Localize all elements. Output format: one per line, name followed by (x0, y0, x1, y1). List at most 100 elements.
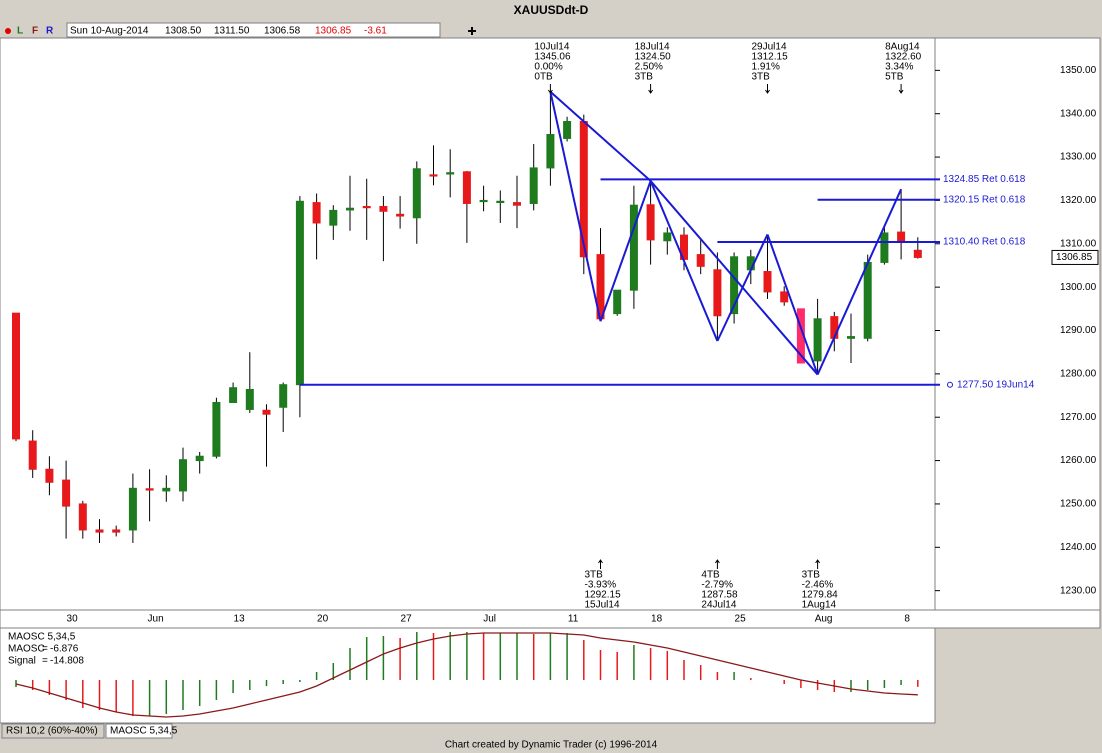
pivot-arrow (598, 559, 603, 569)
quote-date: Sun 10-Aug-2014 (70, 26, 149, 37)
candle-body (847, 336, 855, 339)
legend-value: -14.808 (50, 656, 84, 667)
x-tick-label: 11 (568, 614, 579, 625)
candle-body (763, 271, 772, 293)
legend-value: -6.876 (50, 644, 79, 655)
pattern-line (649, 180, 719, 342)
pivot-annotation: 3TB (802, 570, 821, 581)
pivot-annotation: 15Jul14 (585, 600, 620, 611)
legend-equals: = (42, 656, 48, 667)
legend-equals: = (42, 644, 48, 655)
toolbar-button[interactable]: L (17, 26, 23, 37)
candle-body (913, 249, 922, 258)
pivot-annotation: 1345.06 (534, 52, 571, 63)
pivot-annotation: 10Jul14 (534, 42, 569, 53)
tab-label[interactable]: RSI 10,2 (60%-40%) (6, 726, 98, 737)
pivot-annotation: 3.34% (885, 62, 913, 73)
quote-close: 1306.85 (315, 26, 352, 37)
candle-body (179, 459, 187, 492)
candle-body (279, 384, 288, 408)
y-tick-label: 1350.00 (1060, 65, 1097, 76)
candle-body (346, 207, 354, 211)
candle-body (646, 204, 655, 241)
pivot-annotation: 1292.15 (585, 590, 622, 601)
x-tick-label: Jun (148, 614, 164, 625)
pivot-annotation: 3TB (752, 72, 771, 83)
candle-body (12, 312, 20, 440)
pivot-annotation: 29Jul14 (752, 42, 787, 53)
y-tick-label: 1330.00 (1060, 152, 1097, 163)
quote-open: 1308.50 (165, 26, 202, 37)
pivot-annotation: 2.50% (635, 62, 663, 73)
pivot-annotation: 5TB (885, 72, 904, 83)
signal-line (15, 632, 918, 718)
pivot-annotation: 18Jul14 (635, 42, 670, 53)
tab-active[interactable] (105, 723, 173, 739)
pivot-annotation: 24Jul14 (701, 600, 736, 611)
y-tick-label: 1250.00 (1060, 499, 1097, 510)
pivot-annotation: 1279.84 (802, 590, 839, 601)
candle-body (62, 479, 71, 507)
candle-body (145, 488, 154, 491)
last-price-label: 1306.85 (1056, 252, 1093, 263)
candle-body (312, 202, 321, 224)
legend-name: MAOSC (8, 644, 45, 655)
toolbar-button[interactable]: R (46, 26, 54, 37)
pivot-annotation: 1.91% (752, 62, 780, 73)
candle-body (563, 121, 572, 139)
candle-body (112, 529, 121, 533)
candle-body (897, 231, 906, 242)
y-tick-label: 1240.00 (1060, 542, 1097, 553)
pivot-annotation: 1312.15 (752, 52, 789, 63)
legend-name: Signal (8, 656, 36, 667)
add-button[interactable] (468, 27, 476, 35)
x-tick-label: 13 (234, 614, 246, 625)
level-label: 1324.85 Ret 0.618 (943, 174, 1026, 185)
pivot-annotation: 1322.60 (885, 52, 922, 63)
candle-body (730, 256, 739, 315)
x-tick-label: 30 (67, 614, 79, 625)
pivot-arrow (547, 84, 553, 94)
y-tick-label: 1270.00 (1060, 412, 1097, 423)
last-price-box (1051, 249, 1099, 265)
level-label: 1320.15 Ret 0.618 (943, 194, 1026, 205)
footer: Chart created by Dynamic Trader (c) 1996… (445, 740, 658, 751)
candle-body (429, 174, 438, 177)
toolbar-button[interactable]: F (32, 26, 38, 37)
pattern-line (816, 188, 903, 375)
pattern-line (649, 180, 819, 376)
candle-body (663, 232, 672, 242)
tab-label[interactable]: MAOSC 5,34,5 (110, 726, 178, 737)
candle-body (45, 468, 54, 483)
y-tick-label: 1340.00 (1060, 108, 1097, 119)
x-tick-label: 27 (401, 614, 413, 625)
pattern-line (549, 91, 652, 182)
osc-title: MAOSC 5,34,5 (8, 632, 76, 643)
candle-body (162, 487, 171, 492)
pivot-annotation: 3TB (635, 72, 654, 83)
toolbar-dot[interactable] (5, 28, 11, 34)
pattern-line (549, 91, 602, 322)
candle-body (28, 440, 37, 470)
level-marker (947, 381, 953, 388)
candle-body (362, 205, 371, 209)
candle-body (229, 387, 238, 403)
title-bar (0, 0, 1102, 20)
level-label: 1310.40 Ret 0.618 (943, 237, 1026, 248)
quote-high: 1311.50 (214, 26, 250, 37)
y-tick-label: 1310.00 (1060, 238, 1097, 249)
candle-body (195, 455, 204, 462)
pivot-annotation: -2.46% (802, 580, 834, 591)
quote-low: 1306.58 (264, 26, 301, 37)
pivot-annotation: -3.93% (585, 580, 617, 591)
candle-body (513, 202, 521, 206)
tab[interactable] (1, 723, 105, 739)
candle-body (128, 487, 137, 531)
candle-body (613, 289, 622, 315)
pivot-arrow (898, 84, 904, 94)
candle-body (212, 401, 221, 457)
pattern-line (766, 234, 819, 375)
x-tick-label: 8 (904, 614, 910, 625)
y-tick-label: 1230.00 (1060, 585, 1097, 596)
pattern-line (599, 180, 652, 322)
